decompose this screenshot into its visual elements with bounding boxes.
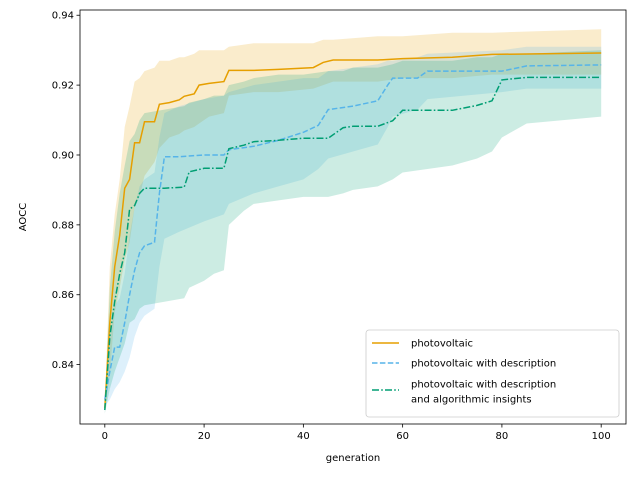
x-tick-label: 0 <box>102 431 108 442</box>
x-tick-label: 20 <box>198 431 211 442</box>
legend-label-1: photovoltaic <box>411 339 473 350</box>
y-tick-label: 0.90 <box>52 150 74 161</box>
x-tick-label: 80 <box>496 431 509 442</box>
series-lines <box>104 52 602 411</box>
y-axis-ticks: 0.84 0.86 0.88 0.90 0.92 0.94 <box>52 11 80 371</box>
plot-frame <box>79 9 627 425</box>
y-tick-label: 0.94 <box>52 11 74 22</box>
band-series-1 <box>104 29 602 410</box>
y-tick-label: 0.84 <box>52 360 74 371</box>
x-tick-label: 40 <box>297 431 310 442</box>
x-tick-label: 100 <box>592 431 611 442</box>
legend-box <box>365 329 620 418</box>
x-axis-label: generation <box>326 453 380 464</box>
x-axis-ticks: 0 20 40 60 80 100 <box>102 424 611 442</box>
y-tick-label: 0.86 <box>52 290 74 301</box>
y-tick-label: 0.92 <box>52 81 74 92</box>
y-axis-label: AOCC <box>18 203 29 232</box>
confidence-bands <box>104 29 602 414</box>
legend-label-3: photovoltaic with description <box>411 380 556 391</box>
line-series-3 <box>104 76 602 411</box>
legend-label-3: and algorithmic insights <box>411 395 532 406</box>
line-series-2 <box>104 64 602 400</box>
legend: photovoltaic photovoltaic with descriptio… <box>365 329 620 418</box>
band-series-2 <box>104 46 602 407</box>
line-series-1 <box>104 52 602 409</box>
band-series-3 <box>104 50 602 414</box>
legend-label-2: photovoltaic with description <box>411 359 556 370</box>
y-tick-label: 0.88 <box>52 220 74 231</box>
x-tick-label: 60 <box>396 431 409 442</box>
